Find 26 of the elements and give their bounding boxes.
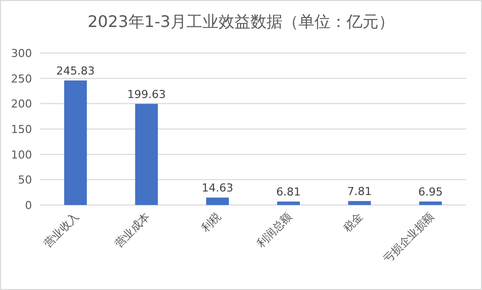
y-tick-label: 150 — [11, 123, 32, 136]
y-tick-label: 100 — [11, 148, 32, 162]
bar — [419, 201, 442, 205]
data-label: 6.95 — [418, 185, 443, 198]
y-tick-label: 0 — [25, 199, 32, 212]
data-label: 245.83 — [56, 64, 95, 78]
bar — [277, 202, 300, 205]
bar — [206, 198, 229, 205]
data-label: 7.81 — [347, 185, 372, 198]
chart-title: 2023年1-3月工业效益数据（单位：亿元） — [88, 12, 394, 31]
data-label: 199.63 — [127, 88, 166, 101]
bar — [64, 80, 87, 205]
x-tick-label: 利润总额 — [254, 210, 295, 250]
x-tick-label: 利税 — [198, 210, 224, 235]
bar — [135, 104, 158, 205]
data-label: 14.63 — [202, 182, 234, 195]
x-tick-label: 营业成本 — [112, 210, 153, 250]
y-tick-label: 50 — [18, 174, 32, 187]
y-tick-label: 300 — [11, 47, 32, 60]
bar — [348, 201, 371, 205]
x-tick-label: 亏损企业损额 — [380, 210, 437, 266]
y-tick-label: 200 — [11, 98, 32, 111]
data-label: 6.81 — [276, 186, 301, 199]
x-tick-label: 税金 — [340, 210, 366, 235]
x-tick-label: 营业收入 — [41, 210, 82, 250]
y-tick-label: 250 — [11, 72, 32, 86]
